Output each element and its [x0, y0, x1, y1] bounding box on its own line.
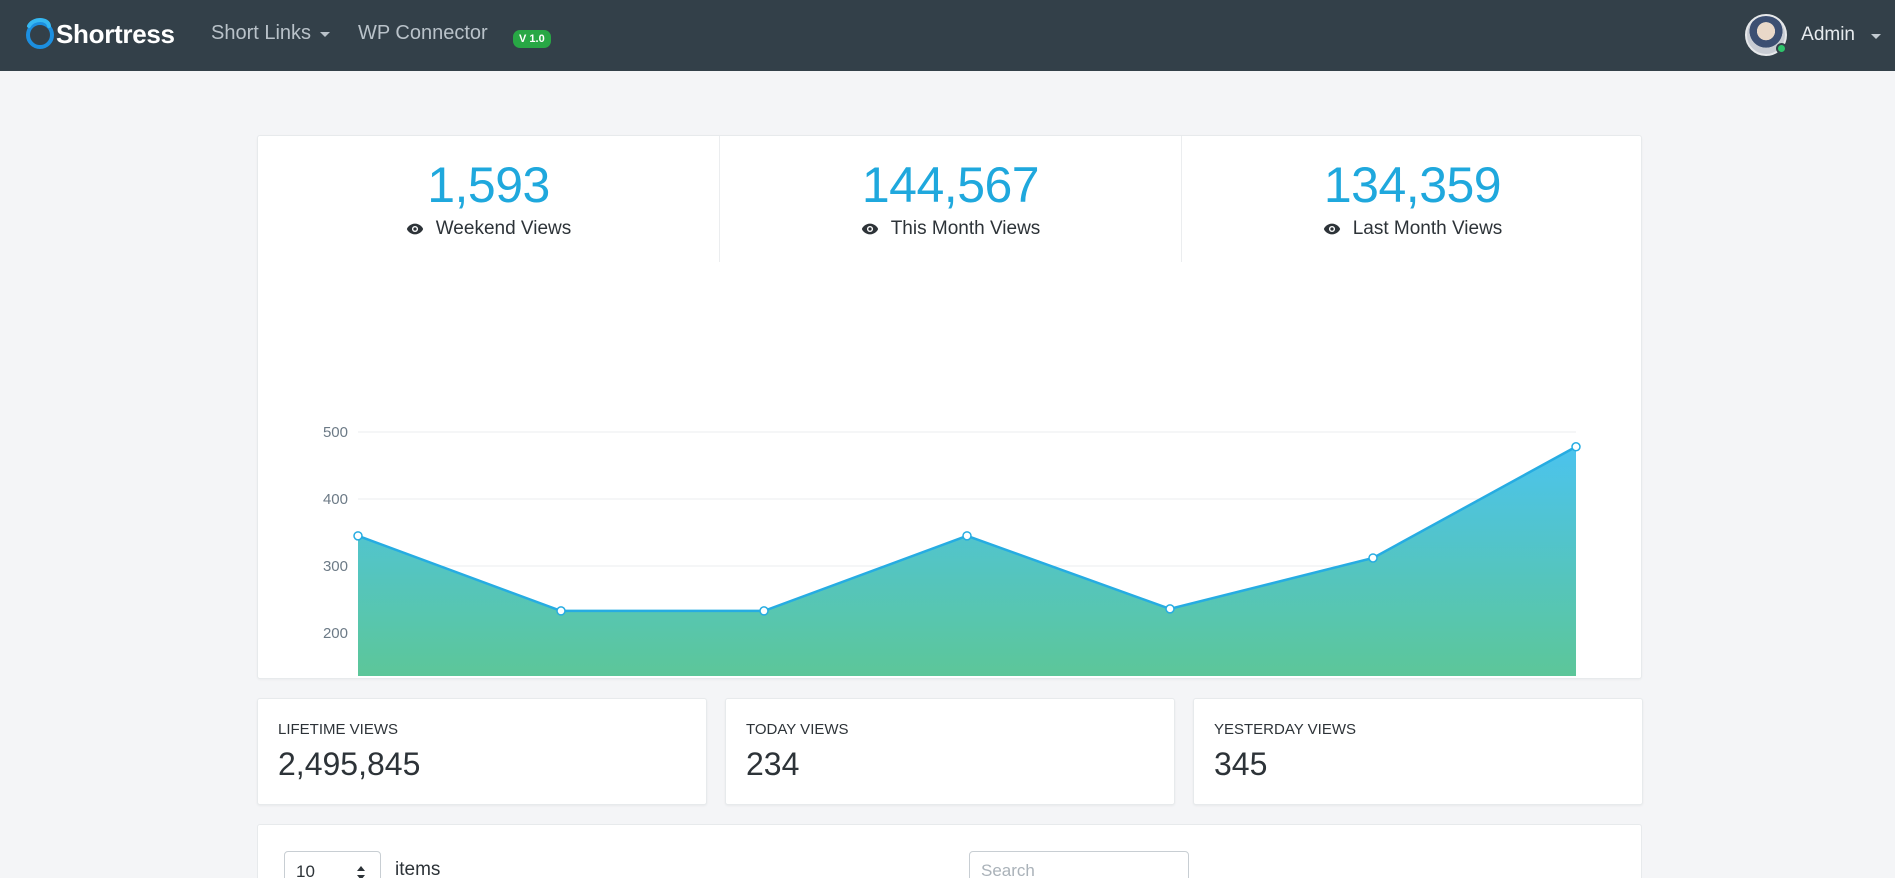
- search-input[interactable]: [969, 851, 1189, 878]
- stat-value: 144,567: [861, 157, 1040, 213]
- eye-icon: [1323, 223, 1340, 235]
- card-value: 345: [1214, 746, 1268, 782]
- views-stats-card: 1,593 Weekend Views 144,567 This Month V…: [257, 135, 1642, 679]
- stat-label: Weekend Views: [435, 218, 572, 239]
- data-point: [353, 531, 363, 541]
- y-tick-label: 200: [323, 625, 348, 642]
- top-navbar: Shortress Short Links WP Connector V 1.0…: [0, 0, 1895, 71]
- card-label: YESTERDAY VIEWS: [1214, 721, 1356, 738]
- version-badge: V 1.0: [513, 30, 551, 49]
- card-label: LIFETIME VIEWS: [278, 721, 399, 738]
- chart-series: [353, 441, 1581, 676]
- user-name: Admin: [1801, 24, 1855, 45]
- stat-weekend-views: 1,593 Weekend Views: [258, 136, 720, 262]
- today-views-card: TODAY VIEWS 234: [725, 698, 1175, 805]
- chevron-down-icon: [320, 32, 331, 37]
- items-label: items: [395, 859, 441, 878]
- lifetime-views-card: LIFETIME VIEWS 2,495,845: [257, 698, 707, 805]
- eye-icon: [406, 223, 423, 235]
- stat-label: Last Month Views: [1352, 218, 1503, 239]
- card-value: 234: [746, 746, 800, 782]
- brand-name: Shortress: [56, 18, 175, 49]
- chart-y-axis: 0100200300400500: [323, 424, 348, 642]
- nav-wp-connector-label: WP Connector: [358, 22, 488, 44]
- stat-columns: 1,593 Weekend Views 144,567 This Month V…: [258, 136, 1643, 262]
- series-area: [358, 446, 1576, 676]
- views-area-chart: 0100200300400500: [323, 424, 1581, 676]
- page-length-select[interactable]: 10: [284, 851, 381, 878]
- logo-icon: [26, 18, 54, 49]
- data-point: [1165, 604, 1175, 614]
- yesterday-views-card: YESTERDAY VIEWS 345: [1193, 698, 1643, 805]
- sort-updown-icon: [357, 866, 365, 878]
- y-tick-label: 400: [323, 491, 348, 508]
- data-point: [759, 606, 769, 616]
- data-point: [962, 531, 972, 541]
- nav-short-links[interactable]: Short Links: [211, 22, 331, 45]
- nav-short-links-label: Short Links: [211, 22, 312, 44]
- stat-label-row: This Month Views: [720, 218, 1181, 240]
- page-length-value: 10: [296, 862, 315, 878]
- stat-label: This Month Views: [890, 218, 1041, 239]
- data-point: [1571, 441, 1581, 452]
- chevron-down-icon: [1871, 33, 1881, 39]
- links-table-card: 10 items: [257, 824, 1642, 878]
- stat-this-month-views: 144,567 This Month Views: [720, 136, 1182, 262]
- user-menu[interactable]: Admin: [1745, 14, 1881, 56]
- avatar: [1745, 14, 1788, 56]
- stat-label-row: Last Month Views: [1182, 218, 1643, 240]
- y-tick-label: 300: [323, 558, 348, 575]
- eye-icon: [861, 223, 878, 235]
- data-point: [1368, 553, 1378, 563]
- online-status-dot: [1776, 43, 1788, 54]
- stat-label-row: Weekend Views: [258, 218, 719, 240]
- card-label: TODAY VIEWS: [746, 721, 849, 738]
- nav-wp-connector[interactable]: WP Connector: [358, 22, 488, 45]
- card-value: 2,495,845: [278, 746, 421, 782]
- stat-last-month-views: 134,359 Last Month Views: [1182, 136, 1643, 262]
- data-point: [556, 606, 566, 616]
- y-tick-label: 500: [323, 424, 348, 441]
- stat-value: 134,359: [1323, 157, 1502, 213]
- stat-value: 1,593: [427, 157, 550, 213]
- brand-link[interactable]: Shortress: [24, 14, 175, 54]
